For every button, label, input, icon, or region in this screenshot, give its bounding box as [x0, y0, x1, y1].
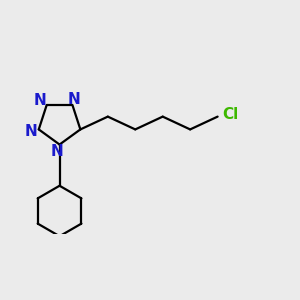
Text: Cl: Cl	[223, 106, 239, 122]
Text: N: N	[51, 144, 63, 159]
Text: N: N	[68, 92, 80, 106]
Text: N: N	[25, 124, 38, 139]
Text: N: N	[34, 93, 46, 108]
